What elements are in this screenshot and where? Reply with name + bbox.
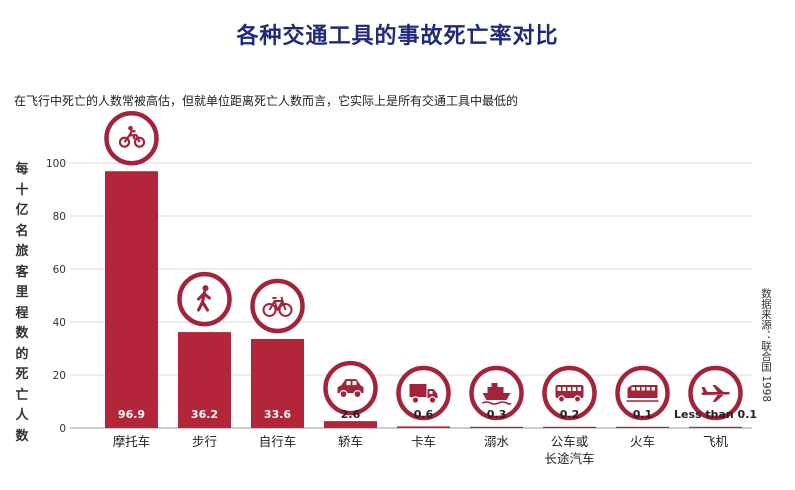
category-label: 长途汽车 — [544, 451, 594, 466]
bar — [397, 426, 450, 428]
motorcycle-icon — [104, 110, 159, 166]
value-label: 36.2 — [191, 408, 218, 421]
bar — [470, 426, 523, 428]
category-label: 公车或 — [551, 434, 589, 449]
bar — [543, 426, 596, 428]
train-icon — [615, 365, 670, 421]
y-tick-label: 80 — [53, 211, 66, 223]
bar — [178, 332, 231, 428]
bar — [251, 338, 304, 428]
truck-icon — [396, 365, 451, 421]
value-label: 0.2 — [560, 408, 580, 421]
y-tick-label: 40 — [53, 317, 66, 329]
car-icon — [323, 360, 378, 416]
value-labels: 96.9 36.2 33.6 2.6 0.6 0.3 0.2 0.1 Less than 0.1 — [118, 408, 757, 421]
category-label: 溺水 — [484, 434, 510, 449]
value-label: 0.3 — [487, 408, 507, 421]
airplane-icon — [688, 365, 743, 421]
data-source-note: 数据来源：联合国 1998 — [760, 288, 772, 403]
chart-title: 各种交通工具的事故死亡率对比 — [236, 24, 559, 49]
bar — [324, 421, 377, 428]
value-label: 2.6 — [341, 408, 361, 421]
category-label: 自行车 — [259, 434, 297, 449]
value-label: 0.6 — [414, 408, 434, 421]
category-label: 步行 — [192, 434, 217, 449]
bar — [689, 426, 742, 428]
pedestrian-icon — [177, 271, 232, 327]
chart-subtitle: 在飞行中死亡的人数常被高估，但就单位距离死亡人数而言，它实际上是所有交通工具中最… — [14, 94, 519, 108]
y-tick-label: 100 — [46, 158, 66, 170]
category-label: 卡车 — [411, 434, 436, 449]
category-label: 火车 — [630, 434, 655, 449]
bus-icon — [542, 365, 597, 421]
y-tick-label: 20 — [53, 370, 66, 382]
value-label: 96.9 — [118, 408, 145, 421]
bar — [105, 171, 158, 428]
y-tick-label: 0 — [59, 423, 66, 435]
y-axis-label: 每十亿名旅客里程数的死亡人数 — [15, 162, 29, 444]
value-label: 0.1 — [633, 408, 653, 421]
value-label: Less than 0.1 — [674, 408, 757, 421]
y-tick-label: 60 — [53, 264, 66, 276]
bar — [616, 426, 669, 428]
ship-icon — [469, 365, 524, 421]
y-axis-ticks: 0 20 40 60 80 100 — [46, 158, 66, 435]
bicycle-icon — [250, 278, 305, 334]
category-label: 轿车 — [338, 434, 363, 449]
category-icons — [104, 110, 743, 421]
bars — [105, 171, 742, 428]
category-label: 飞机 — [703, 434, 729, 449]
category-label: 摩托车 — [113, 434, 151, 449]
value-label: 33.6 — [264, 408, 291, 421]
